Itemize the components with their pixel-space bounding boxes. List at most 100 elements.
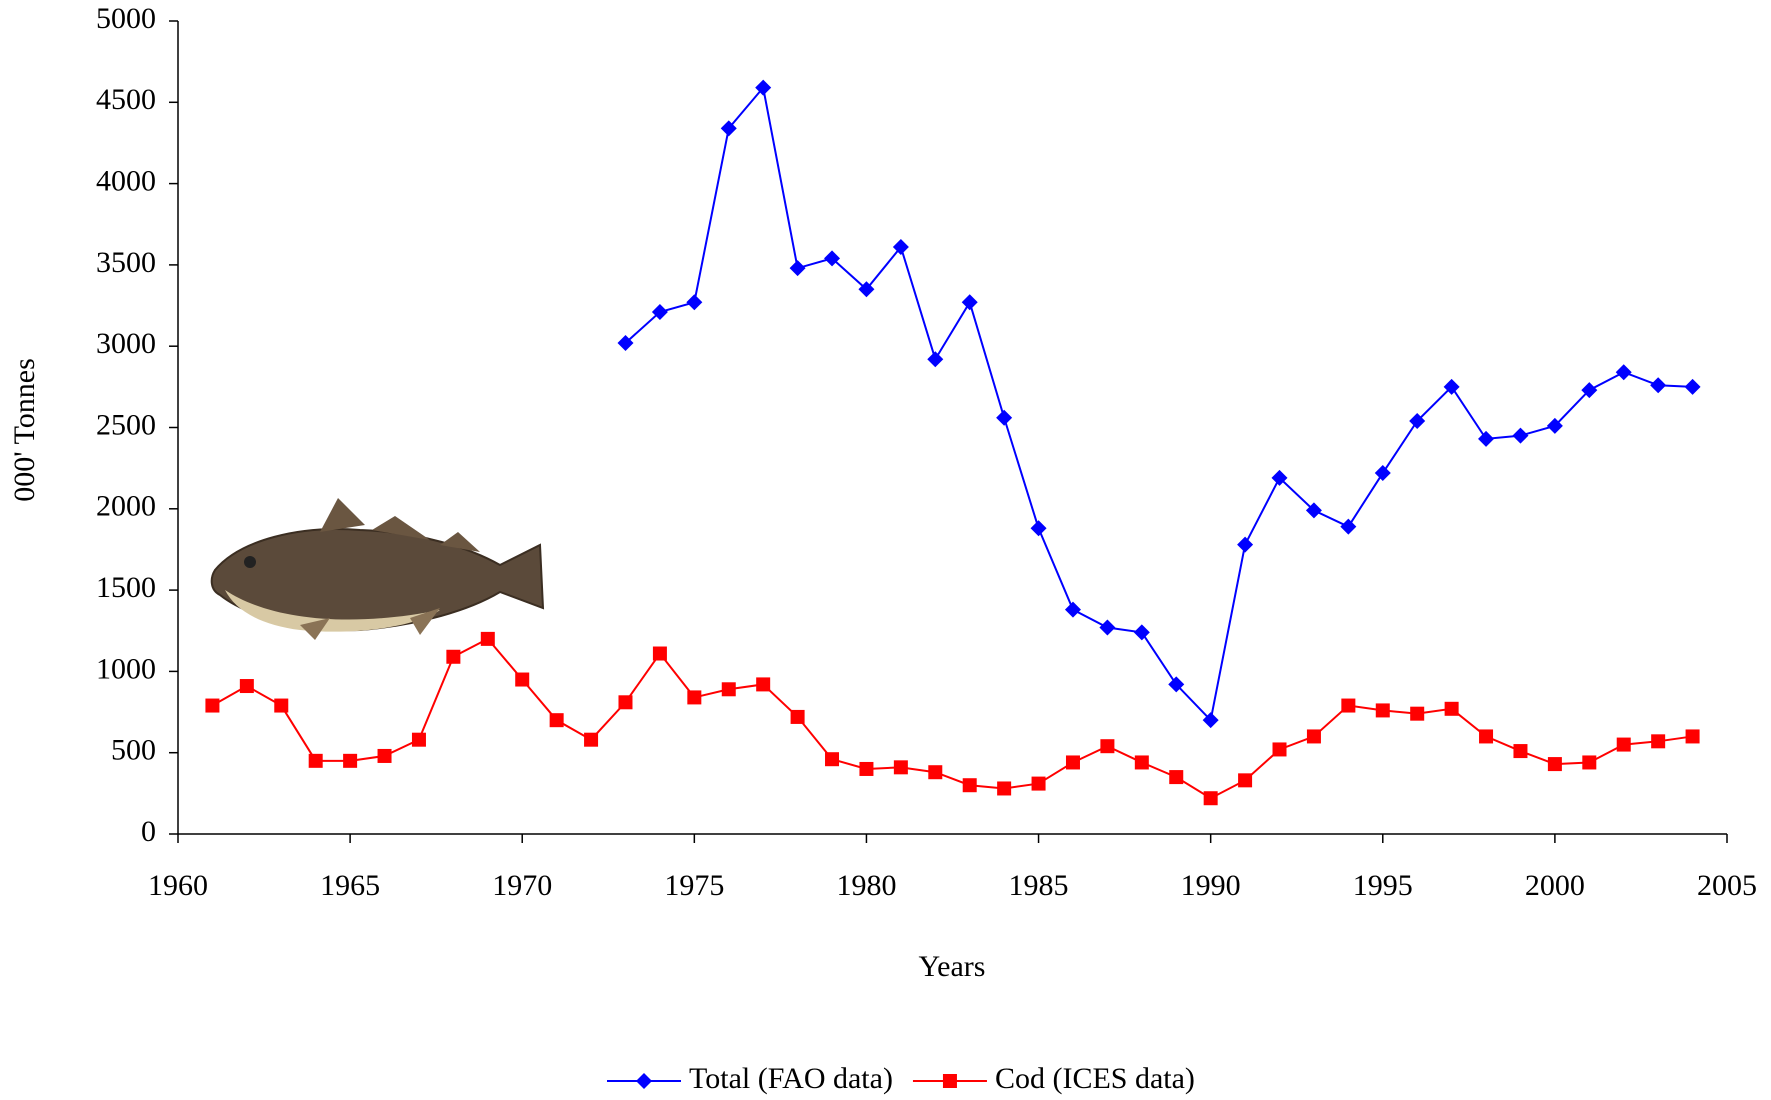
x-tick-label: 1990 bbox=[1181, 869, 1241, 902]
data-point bbox=[1133, 624, 1150, 641]
data-point bbox=[1202, 712, 1219, 729]
data-point bbox=[825, 752, 840, 767]
data-point bbox=[1169, 770, 1184, 785]
data-point bbox=[1478, 430, 1495, 447]
data-point bbox=[1513, 744, 1528, 759]
data-point bbox=[1582, 755, 1597, 770]
data-point bbox=[1410, 706, 1425, 721]
y-tick-label: 3500 bbox=[96, 246, 156, 279]
x-tick-label: 1985 bbox=[1009, 869, 1069, 902]
x-tick-label: 1970 bbox=[492, 869, 552, 902]
data-point bbox=[1134, 755, 1149, 770]
data-point bbox=[1374, 465, 1391, 482]
data-point bbox=[446, 649, 461, 664]
data-point bbox=[515, 672, 530, 687]
data-point bbox=[1650, 377, 1667, 394]
series-line bbox=[624, 85, 1693, 723]
data-point bbox=[1272, 742, 1287, 757]
y-tick-label: 5000 bbox=[96, 2, 156, 35]
data-point bbox=[617, 334, 634, 351]
data-point bbox=[1065, 755, 1080, 770]
data-point bbox=[1030, 520, 1047, 537]
data-point bbox=[1341, 698, 1356, 713]
data-point bbox=[755, 79, 772, 96]
data-point bbox=[756, 677, 771, 692]
legend-marker bbox=[636, 1073, 652, 1089]
data-point bbox=[927, 351, 944, 368]
data-point bbox=[1615, 364, 1632, 381]
y-tick-label: 4000 bbox=[96, 164, 156, 197]
y-tick-label: 2000 bbox=[96, 490, 156, 523]
data-point bbox=[1099, 619, 1116, 636]
data-point bbox=[1546, 417, 1563, 434]
x-tick-label: 2005 bbox=[1697, 869, 1757, 902]
data-point bbox=[1238, 773, 1253, 788]
data-point bbox=[1616, 737, 1631, 752]
data-point bbox=[996, 409, 1013, 426]
data-point bbox=[1305, 502, 1322, 519]
data-point bbox=[1444, 701, 1459, 716]
data-point bbox=[790, 709, 805, 724]
y-tick-label: 3000 bbox=[96, 327, 156, 360]
y-tick-label: 1500 bbox=[96, 571, 156, 604]
data-point bbox=[859, 761, 874, 776]
data-point bbox=[824, 250, 841, 267]
data-point bbox=[377, 748, 392, 763]
data-point bbox=[1340, 518, 1357, 535]
data-point bbox=[1547, 757, 1562, 772]
x-tick-label: 2000 bbox=[1525, 869, 1585, 902]
data-point bbox=[1031, 776, 1046, 791]
data-point bbox=[892, 239, 909, 256]
data-point bbox=[1409, 412, 1426, 429]
data-point bbox=[687, 690, 702, 705]
data-point bbox=[997, 781, 1012, 796]
y-tick-label: 4500 bbox=[96, 83, 156, 116]
y-tick-label: 0 bbox=[141, 815, 156, 848]
y-tick-label: 1000 bbox=[96, 652, 156, 685]
data-point bbox=[652, 646, 667, 661]
data-point bbox=[411, 732, 426, 747]
data-point bbox=[1168, 676, 1185, 693]
data-point bbox=[1306, 729, 1321, 744]
series-line bbox=[211, 637, 1693, 800]
x-tick-label: 1995 bbox=[1353, 869, 1413, 902]
data-point bbox=[549, 713, 564, 728]
y-axis-title: 000' Tonnes bbox=[8, 358, 41, 502]
data-point bbox=[1100, 739, 1115, 754]
x-tick-label: 1960 bbox=[148, 869, 208, 902]
y-tick-label: 2500 bbox=[96, 408, 156, 441]
x-tick-label: 1980 bbox=[836, 869, 896, 902]
data-point bbox=[721, 682, 736, 697]
data-point bbox=[1685, 729, 1700, 744]
legend-label: Total (FAO data) bbox=[689, 1062, 893, 1095]
data-point bbox=[928, 765, 943, 780]
data-point bbox=[618, 695, 633, 710]
data-point bbox=[1651, 734, 1666, 749]
data-point bbox=[239, 679, 254, 694]
data-point bbox=[584, 732, 599, 747]
data-point bbox=[274, 698, 289, 713]
data-point bbox=[1581, 382, 1598, 399]
x-tick-label: 1975 bbox=[664, 869, 724, 902]
data-point bbox=[893, 760, 908, 775]
legend-marker bbox=[942, 1074, 957, 1088]
legend-label: Cod (ICES data) bbox=[995, 1062, 1195, 1095]
data-point bbox=[343, 753, 358, 768]
data-point bbox=[480, 631, 495, 646]
data-point bbox=[686, 294, 703, 311]
data-point bbox=[651, 304, 668, 321]
data-point bbox=[720, 120, 737, 137]
data-point bbox=[308, 753, 323, 768]
data-point bbox=[1064, 601, 1081, 618]
data-point bbox=[1271, 469, 1288, 486]
data-point bbox=[205, 698, 220, 713]
data-point bbox=[858, 281, 875, 298]
data-point bbox=[1237, 536, 1254, 553]
data-point bbox=[1684, 378, 1701, 395]
data-point bbox=[1443, 378, 1460, 395]
data-point bbox=[789, 260, 806, 277]
y-tick-label: 500 bbox=[111, 734, 156, 767]
data-point bbox=[1375, 703, 1390, 718]
